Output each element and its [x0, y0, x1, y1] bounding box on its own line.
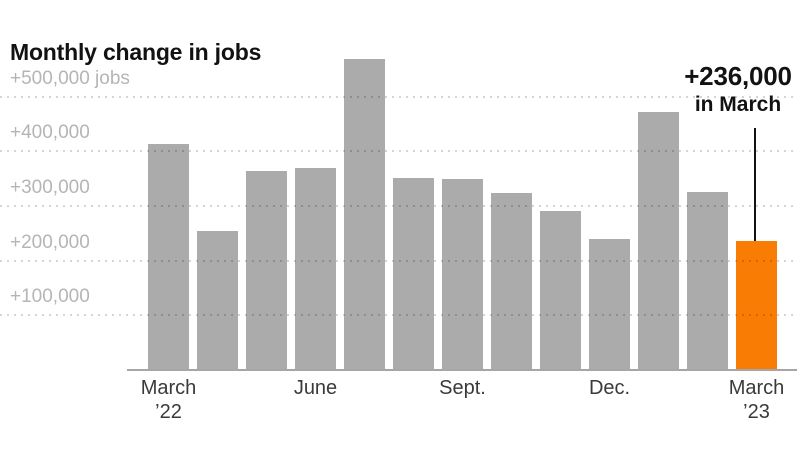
highlight-annotation: +236,000 in March	[638, 61, 800, 119]
bar-may-22	[246, 170, 287, 370]
x-axis-label: June	[246, 376, 386, 400]
bar-april-22	[197, 231, 238, 370]
x-axis-label: Sept.	[393, 376, 533, 400]
bar-september-22	[442, 178, 483, 370]
bar-december-22	[589, 239, 630, 370]
x-axis-label-line: Sept.	[439, 377, 486, 399]
x-axis-label: Dec.	[540, 376, 680, 400]
bar-february-23	[687, 191, 728, 370]
y-axis-label: +100,000	[10, 286, 90, 308]
page-title: Monthly change in jobs	[10, 39, 262, 66]
bar-august-22	[393, 177, 434, 370]
annotation-leader-line	[754, 128, 756, 241]
bar-series	[148, 0, 777, 370]
annotation-value: +236,000	[684, 61, 792, 91]
bar-october-22	[491, 192, 532, 370]
x-axis-label-line: June	[293, 377, 338, 399]
x-axis-label: March ’22	[99, 376, 239, 424]
x-axis-label-line: ’22	[155, 401, 182, 423]
bar-march-22	[148, 143, 189, 370]
bar-march-23	[736, 240, 777, 370]
x-axis-label-line: Dec.	[588, 377, 631, 399]
x-axis-label-line: March	[140, 377, 197, 399]
x-axis-label-line: ’23	[743, 401, 770, 423]
y-axis-label: +500,000 jobs	[10, 67, 130, 89]
x-axis-label-line: March	[728, 377, 785, 399]
bar-january-23	[638, 111, 679, 370]
y-axis-label: +200,000	[10, 231, 90, 253]
y-axis-label: +400,000	[10, 122, 90, 144]
y-axis-label: +300,000	[10, 176, 90, 198]
annotation-month: in March	[694, 93, 782, 116]
bar-july-22	[344, 59, 385, 370]
bar-june-22	[295, 167, 336, 370]
x-axis-line	[127, 369, 797, 371]
bar-november-22	[540, 211, 581, 370]
x-axis-label: March ’23	[687, 376, 800, 424]
